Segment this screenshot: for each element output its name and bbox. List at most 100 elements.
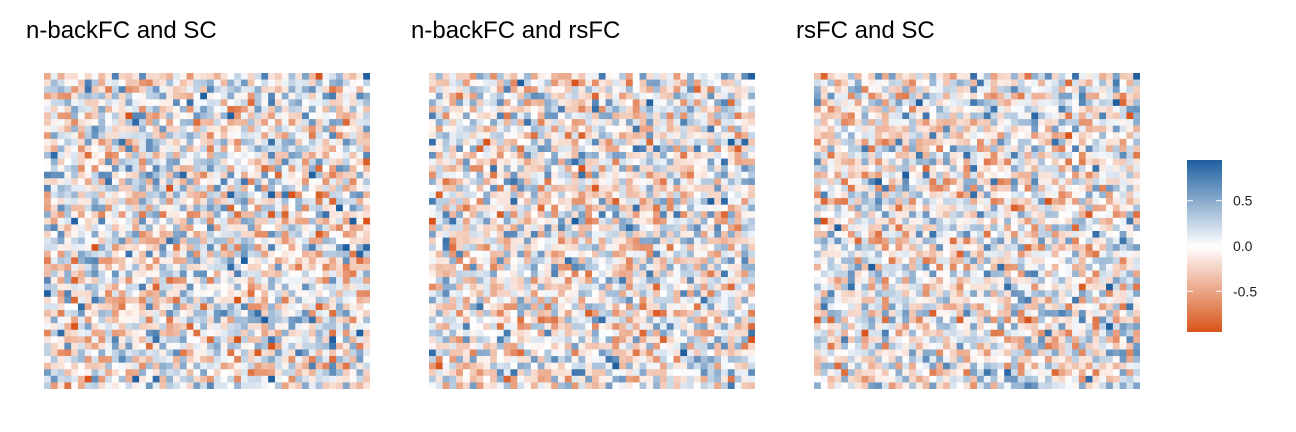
heatmap-cell [442,303,450,311]
heatmap-cell [949,105,958,113]
heatmap-cell [315,99,323,107]
heatmap-cell [295,112,303,120]
heatmap-cell [302,152,310,159]
heatmap-cell [179,224,188,232]
heatmap-cell [159,231,167,238]
heatmap-cell [105,145,113,153]
heatmap-cell [449,349,457,357]
heatmap-cell [490,277,498,285]
heatmap-cell [721,244,729,252]
heatmap-cell [490,342,498,350]
heatmap-cell [336,217,344,225]
heatmap-cell [462,349,471,357]
heatmap-cell [64,204,72,212]
heatmap-cell [564,336,573,344]
heatmap-cell [302,165,310,173]
heatmap-cell [956,86,964,94]
heatmap-cell [598,73,606,80]
heatmap-cell [302,191,310,199]
heatmap-cell [329,263,337,271]
heatmap-cell [98,217,106,225]
heatmap-cell [721,204,729,212]
heatmap-cell [64,158,72,166]
heatmap-cell [578,79,586,87]
heatmap-cell [483,303,491,311]
heatmap-cell [125,336,133,344]
heatmap-cell [680,323,688,331]
heatmap-cell [200,342,208,350]
heatmap-cell [57,119,65,127]
heatmap-cell [537,198,545,206]
heatmap-cell [227,211,235,219]
heatmap-cell [530,356,539,364]
heatmap-cell [727,250,736,258]
heatmap-cell [145,310,154,317]
heatmap-cell [496,217,505,225]
heatmap-cell [302,382,310,389]
heatmap-cell [349,283,357,291]
heatmap-cell [240,178,249,186]
heatmap-cell [639,349,647,357]
heatmap-cell [612,250,620,258]
heatmap-cell [517,356,525,364]
heatmap-cell [71,336,79,344]
heatmap-cell [139,171,147,179]
heatmap-cell [349,329,357,337]
heatmap-cell [571,112,579,120]
heatmap-cell [659,349,668,357]
heatmap-cell [605,296,613,304]
heatmap-cell [254,356,262,364]
heatmap-cell [707,296,715,304]
heatmap-cell [490,250,498,258]
heatmap-cell [456,277,464,285]
heatmap-cell [544,349,552,357]
heatmap-cell [625,105,634,113]
heatmap-cell [700,99,708,107]
heatmap-cell [673,375,681,383]
heatmap-cell [483,204,491,212]
heatmap-cell [234,184,242,192]
heatmap-cell [442,112,450,120]
heatmap-cell [700,224,708,232]
heatmap-cell [598,204,606,212]
heatmap-cell [700,145,708,153]
heatmap-cell [483,257,491,265]
heatmap-cell [544,73,552,80]
heatmap-cell [145,296,154,304]
heatmap-cell [881,79,890,87]
heatmap-cell [524,263,532,271]
heatmap-cell [159,171,167,179]
heatmap-cell [442,178,450,186]
heatmap-cell [173,362,181,370]
heatmap-cell [118,217,126,225]
heatmap-cell [336,270,344,278]
heatmap-cell [503,79,511,87]
heatmap-cell [247,336,255,344]
heatmap-cell [77,356,86,364]
heatmap-cell [200,152,208,159]
heatmap-cell [578,375,586,383]
heatmap-cell [166,342,174,350]
heatmap-cell [50,329,58,337]
heatmap-cell [193,217,201,225]
heatmap-cell [456,158,464,166]
heatmap-cell [619,316,627,324]
heatmap-cell [186,92,194,100]
heatmap-cell [288,316,296,324]
heatmap-cell [598,99,606,107]
heatmap-cell [970,99,978,107]
heatmap-cell [132,375,140,383]
heatmap-cell [707,257,715,265]
heatmap-cell [537,171,545,179]
heatmap-cell [159,362,167,370]
heatmap-cell [240,224,249,232]
heatmap-cell [625,329,634,337]
heatmap-cell [254,191,262,199]
heatmap-cell [1051,73,1059,80]
heatmap-cell [592,99,600,107]
heatmap-cell [510,356,518,364]
heatmap-cell [322,119,330,127]
heatmap-cell [308,250,317,258]
heatmap-cell [166,244,174,252]
heatmap-cell [881,73,890,80]
